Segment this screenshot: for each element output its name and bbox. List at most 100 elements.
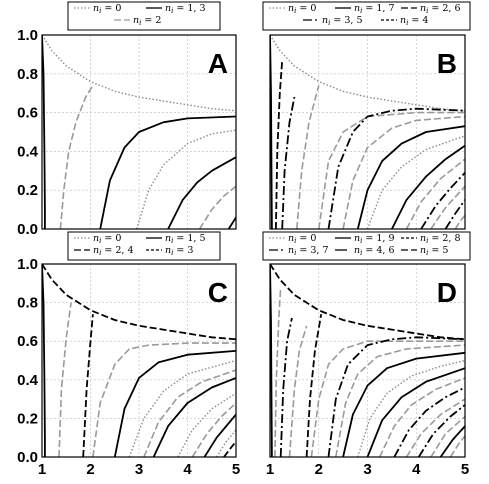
series-line-solid-black	[227, 216, 236, 229]
grid-lines	[270, 264, 465, 457]
legend-label: ni = 1, 9	[354, 233, 395, 245]
y-tick-label: 0.4	[17, 372, 39, 389]
series-line-dashed-gray	[405, 398, 465, 457]
legend: ni = 0 ni = 1, 7 ni = 2, 6 ni = 3, 5 ni = 4	[262, 1, 471, 31]
series-line-dashed-gray	[143, 369, 236, 457]
x-tick-label: 3	[135, 461, 143, 478]
panel-label: A	[208, 48, 228, 79]
legend-label: ni = 2, 6	[420, 3, 461, 15]
series-line-dashdot-black	[327, 336, 465, 457]
series-line-dashed-black	[82, 314, 94, 457]
legend-box	[262, 231, 471, 261]
series-line-dotted-gray	[128, 359, 236, 457]
x-tick-label: 3	[363, 461, 371, 478]
series-line-dashed-black	[270, 264, 465, 341]
plot-frame	[269, 263, 466, 458]
y-tick-label: 0.6	[17, 333, 38, 350]
series-line-dashed-gray	[378, 377, 465, 457]
legend-label: ni = 0	[93, 233, 121, 245]
series-line-dashed-gray	[449, 435, 465, 457]
series-line-dashed-gray	[318, 111, 465, 229]
legend-label: ni = 1, 5	[165, 233, 206, 245]
legend: ni = 0 ni = 1, 3 ni = 2	[67, 1, 221, 31]
y-tick-label: 1.0	[17, 27, 38, 44]
series-line-dashed-gray	[454, 214, 465, 229]
series-line-dashed-black	[42, 264, 236, 341]
legend-label: ni = 3, 7	[288, 245, 329, 257]
legend-label: ni = 1, 7	[354, 3, 395, 15]
plot-frame	[41, 34, 237, 230]
legend: ni = 0 ni = 1, 5 ni = 2, 4 ni = 3	[67, 231, 221, 261]
series-line-dashed-gray	[92, 342, 236, 457]
panel-label: B	[437, 48, 457, 79]
legend-label: ni = 2	[133, 15, 161, 27]
legend-box	[262, 1, 471, 31]
legend-box	[67, 231, 221, 261]
series-line-dotted-gray	[135, 129, 236, 229]
series-line-dashdot-black	[393, 386, 465, 457]
x-tick-label: 1	[266, 461, 274, 478]
x-tick-label: 2	[86, 461, 94, 478]
series-line-dashed-black	[223, 441, 236, 457]
series-line-dashed-black	[305, 314, 323, 457]
series-line-dashdot-black	[279, 317, 293, 457]
series-line-dotted-gray	[42, 35, 236, 112]
legend-box	[67, 1, 221, 31]
series-line-solid-black	[152, 377, 236, 457]
y-tick-label: 0.2	[17, 410, 38, 427]
series-line-dotted-gray	[177, 392, 236, 457]
legend-label: ni = 1, 3	[165, 3, 206, 15]
x-tick-label: 5	[461, 461, 469, 478]
series-line-solid-black	[366, 367, 465, 457]
y-tick-label: 0.4	[17, 143, 39, 160]
series-line-dashdot-black	[420, 172, 465, 229]
series-line-dashed-gray	[296, 85, 320, 229]
y-tick-label: 0.0	[17, 449, 38, 466]
series-line-solid-black	[113, 350, 236, 457]
series-line-dashed-gray	[430, 185, 465, 229]
series-line-dashed-gray	[405, 158, 465, 229]
legend-label: ni = 0	[288, 3, 316, 15]
series-line-dashed-black	[275, 60, 284, 229]
y-tick-label: 0.6	[17, 105, 38, 122]
y-tick-label: 1.0	[17, 256, 38, 273]
legend-label: ni = 3	[165, 245, 193, 257]
series-line-dashdot-black	[444, 199, 465, 229]
legend-label: ni = 4	[400, 15, 428, 27]
plot-frame	[41, 263, 237, 458]
series-line-dashed-gray	[430, 415, 465, 457]
plot-frame	[269, 34, 466, 230]
x-tick-label: 5	[232, 461, 240, 478]
series-line-solid-black	[203, 413, 236, 457]
series-line-dashed-gray	[191, 402, 236, 457]
legend-label: ni = 0	[288, 233, 316, 245]
legend-label: ni = 4, 6	[354, 245, 395, 257]
series-line-solid-black	[391, 144, 465, 229]
series-line-solid-black	[356, 125, 465, 229]
grid-lines	[42, 35, 236, 229]
x-tick-label: 1	[38, 461, 46, 478]
series-line-dashdot-black	[417, 404, 465, 457]
series-line-solid-black	[342, 351, 465, 457]
series-line-solid-black	[42, 35, 46, 229]
series-line-solid-black	[42, 264, 46, 457]
legend-label: ni = 3, 5	[322, 15, 363, 27]
legend-label: ni = 2, 4	[93, 245, 134, 257]
grid-lines	[42, 264, 236, 457]
series-line-solid-black	[167, 156, 236, 229]
series-line-dashed-gray	[288, 325, 308, 457]
series-line-dashed-gray	[335, 344, 465, 457]
series-line-dashed-gray	[59, 84, 94, 229]
y-tick-label: 0.2	[17, 182, 38, 199]
x-tick-label: 2	[315, 461, 323, 478]
legend-label: ni = 0	[93, 3, 121, 15]
x-tick-label: 4	[183, 461, 192, 478]
y-tick-label: 0.0	[17, 221, 38, 238]
series-line-dashed-gray	[274, 287, 282, 457]
legend-label: ni = 2, 8	[420, 233, 461, 245]
series-line-dashed-gray	[198, 185, 236, 229]
series-group	[270, 264, 465, 457]
series-line-dashdot-black	[327, 107, 465, 229]
